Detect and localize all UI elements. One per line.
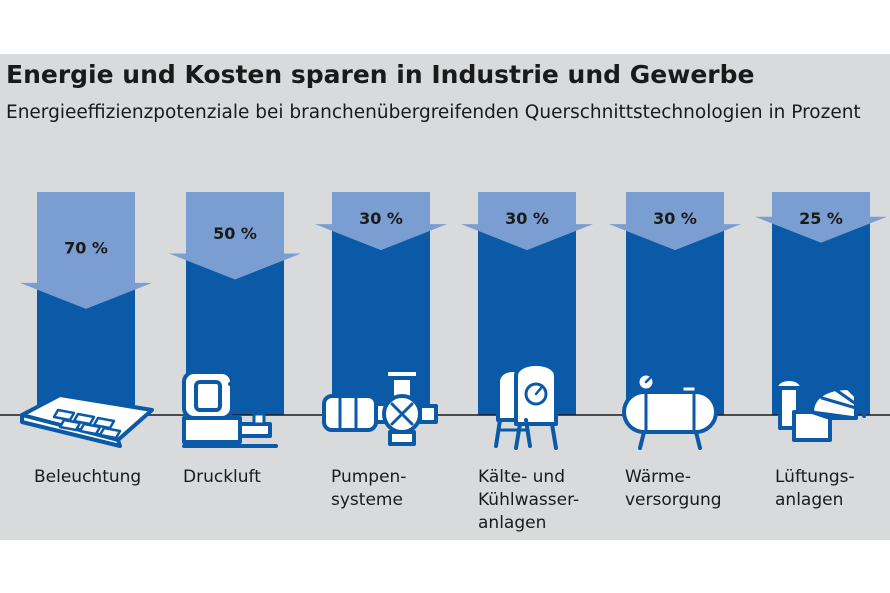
pump-icon (322, 368, 438, 446)
category-label-1: Beleuchtung (34, 467, 142, 487)
savings-arrow-5 (609, 192, 741, 251)
savings-arrow-2 (169, 192, 301, 280)
chiller-icon (494, 362, 558, 450)
savings-arrow-3 (315, 192, 447, 251)
bar-group-6: 25 % (755, 192, 887, 415)
chart-title: Energie und Kosten sparen in Industrie u… (6, 60, 755, 89)
savings-arrow-1 (20, 192, 152, 309)
boiler-icon (622, 372, 718, 450)
chart-background (0, 54, 890, 540)
icons-layer (20, 362, 867, 450)
value-label-2: 50 % (213, 224, 257, 243)
bar-group-3: 30 % (315, 192, 447, 415)
value-label-6: 25 % (799, 209, 843, 228)
savings-arrow-4 (461, 192, 593, 251)
category-label-3: Pumpen- systeme (331, 467, 407, 510)
category-label-5: Wärme- versorgung (625, 467, 722, 510)
category-label-2: Druckluft (183, 467, 261, 487)
value-label-3: 30 % (359, 209, 403, 228)
ventilation-icon (774, 377, 867, 442)
lamp-icon (20, 376, 154, 448)
savings-arrow-6 (755, 192, 887, 243)
value-label-1: 70 % (64, 238, 108, 257)
category-label-4: Kälte- und Kühlwasser- anlagen (478, 467, 580, 533)
category-label-6: Lüftungs- anlagen (775, 467, 855, 510)
bar-group-1: 70 % (20, 192, 152, 415)
bar-group-5: 30 % (609, 192, 741, 415)
chart-subtitle: Energieeffizienzpotenziale bei branchenü… (6, 102, 861, 123)
value-label-5: 30 % (653, 209, 697, 228)
compressor-icon (182, 370, 278, 448)
bars-layer: 70 % 50 % 30 % 30 % 30 % 25 % (20, 192, 887, 415)
value-label-4: 30 % (505, 209, 549, 228)
